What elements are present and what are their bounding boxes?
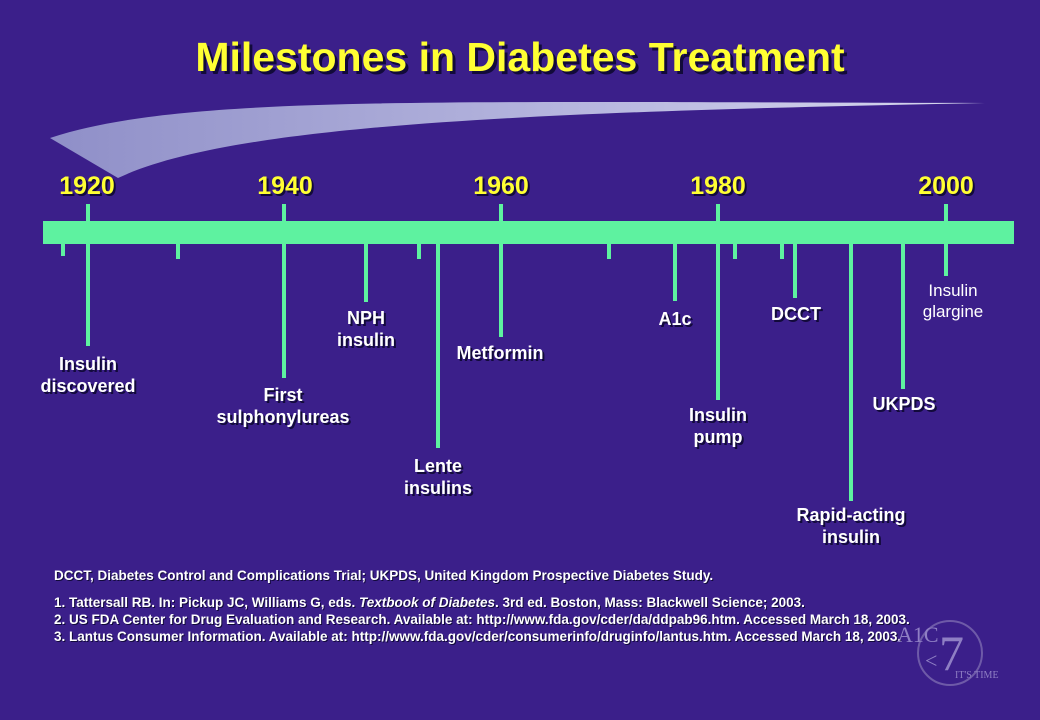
event-label-first-sulphonylureas: First sulphonylureas — [216, 385, 350, 427]
timeline-bar — [43, 221, 1014, 244]
event-line-lente-insulins — [436, 243, 440, 448]
event-line-metformin — [499, 243, 503, 337]
event-label-a1c: A1c — [658, 309, 692, 329]
event-line-insulin-glargine — [944, 243, 948, 276]
slide-title: Milestones in Diabetes Treatment — [195, 34, 845, 80]
a1c-logo-seven: 7 — [939, 625, 964, 681]
minor-tick — [780, 243, 784, 259]
event-label-insulin-discovered: Insulin discovered — [40, 354, 136, 396]
event-line-insulin-pump — [716, 243, 720, 400]
event-label-insulin-pump: Insulin pump — [689, 405, 747, 447]
minor-tick — [733, 243, 737, 259]
event-label-rapid-acting-insulin: Rapid-acting insulin — [796, 505, 906, 547]
footnotes: DCCT, Diabetes Control and Complications… — [54, 567, 934, 645]
a1c-logo-less-than: < — [925, 648, 938, 673]
reference-3: 3. Lantus Consumer Information. Availabl… — [54, 629, 902, 644]
year-label-2000: 2000 — [918, 172, 974, 200]
year-marker-1960 — [499, 204, 503, 222]
event-label-metformin: Metformin — [456, 343, 544, 363]
minor-tick — [176, 243, 180, 259]
abbreviations-note: DCCT, Diabetes Control and Complications… — [54, 568, 714, 583]
event-line-rapid-acting-insulin — [849, 243, 853, 501]
year-marker-2000 — [944, 204, 948, 222]
year-label-1940: 1940 — [257, 172, 313, 200]
event-line-ukpds — [901, 243, 905, 389]
minor-tick — [607, 243, 611, 259]
event-line-insulin-discovered — [86, 243, 90, 346]
event-label-ukpds: UKPDS — [872, 394, 936, 414]
event-label-lente-insulins: Lente insulins — [403, 456, 472, 498]
year-label-1960: 1960 — [473, 172, 529, 200]
reference-2: 2. US FDA Center for Drug Evaluation and… — [54, 612, 910, 627]
event-label-dcct: DCCT — [771, 304, 821, 324]
reference-1: 1. Tattersall RB. In: Pickup JC, William… — [54, 595, 805, 610]
year-marker-1980 — [716, 204, 720, 222]
event-label-nph-insulin: NPH insulin — [337, 308, 395, 350]
a1c-logo: A1C < 7 IT'S TIME — [895, 612, 1005, 692]
year-marker-1940 — [282, 204, 286, 222]
year-label-1980: 1980 — [690, 172, 746, 200]
a1c-logo-text: A1C — [897, 622, 939, 647]
event-line-first-sulphonylureas — [282, 243, 286, 378]
event-line-a1c — [673, 243, 677, 301]
event-line-dcct — [793, 243, 797, 298]
event-line-nph-insulin — [364, 243, 368, 302]
a1c-logo-mark — [917, 620, 983, 686]
minor-tick — [61, 243, 65, 256]
event-label-insulin-glargine: Insulin glargine — [922, 281, 984, 321]
a1c-logo-tagline: IT'S TIME — [955, 670, 999, 681]
year-label-1920: 1920 — [59, 172, 115, 200]
minor-tick — [417, 243, 421, 259]
year-marker-1920 — [86, 204, 90, 222]
